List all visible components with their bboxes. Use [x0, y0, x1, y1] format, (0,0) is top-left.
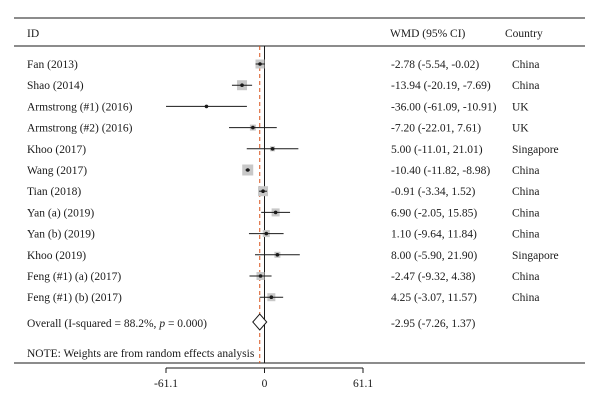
- study-id: Armstrong (#1) (2016): [27, 101, 133, 113]
- study-id: Khoo (2019): [27, 250, 86, 262]
- point-estimate: [269, 295, 274, 300]
- study-id: Khoo (2017): [27, 144, 86, 156]
- overall-label: Overall (I-squared = 88.2%, p = 0.000): [27, 318, 207, 330]
- study-row: Wang (2017) -10.40 (-11.82, -8.98) China: [27, 164, 539, 177]
- point-estimate: [251, 125, 255, 130]
- study-country: China: [512, 271, 539, 283]
- overall-label-p: p: [158, 318, 165, 330]
- study-country: China: [512, 165, 539, 177]
- study-ci-text: 5.00 (-11.01, 21.01): [391, 144, 483, 156]
- header-effect: WMD (95% CI): [390, 28, 466, 40]
- study-row: Yan (a) (2019) 6.90 (-2.05, 15.85) China: [27, 207, 539, 219]
- study-ci-text: -0.91 (-3.34, 1.52): [391, 186, 475, 198]
- point-estimate: [264, 231, 269, 236]
- study-country: China: [512, 229, 539, 241]
- study-id: Tian (2018): [27, 186, 81, 198]
- x-tick-label: 61.1: [353, 378, 373, 390]
- study-country: China: [512, 186, 539, 198]
- study-id: Fan (2013): [27, 59, 78, 71]
- study-ci-text: -2.47 (-9.32, 4.38): [391, 271, 475, 283]
- x-tick-label: 0: [262, 378, 268, 390]
- overall-label-prefix: Overall (I-squared = 88.2%,: [27, 318, 159, 330]
- header-country: Country: [505, 28, 543, 40]
- study-country: China: [512, 80, 539, 92]
- study-id: Armstrong (#2) (2016): [27, 123, 133, 135]
- study-ci-text: 6.90 (-2.05, 15.85): [391, 207, 477, 219]
- study-ci-text: 8.00 (-5.90, 21.90): [391, 250, 477, 262]
- point-estimate: [245, 168, 250, 172]
- study-ci-text: -2.78 (-5.54, -0.02): [391, 59, 479, 71]
- study-id: Yan (b) (2019): [27, 229, 95, 241]
- study-row: Yan (b) (2019) 1.10 (-9.64, 11.84) China: [27, 229, 539, 241]
- study-country: China: [512, 59, 539, 71]
- study-ci-text: 1.10 (-9.64, 11.84): [391, 229, 477, 241]
- study-id: Yan (a) (2019): [27, 207, 94, 219]
- study-id: Feng (#1) (b) (2017): [27, 292, 122, 304]
- study-id: Wang (2017): [27, 165, 87, 177]
- overall-diamond: [252, 313, 268, 331]
- x-tick-label: -61.1: [154, 378, 178, 390]
- study-row: Feng (#1) (a) (2017) -2.47 (-9.32, 4.38) C…: [27, 271, 539, 283]
- study-country: UK: [512, 123, 529, 135]
- footnote: NOTE: Weights are from random effects an…: [27, 348, 255, 360]
- study-id: Feng (#1) (a) (2017): [27, 271, 121, 283]
- study-rows: Fan (2013) -2.78 (-5.54, -0.02) ChinaShao …: [27, 59, 559, 304]
- point-estimate: [270, 147, 275, 151]
- study-id: Shao (2014): [27, 80, 84, 92]
- study-row: Khoo (2017) 5.00 (-11.01, 21.01) Singapore: [27, 144, 559, 156]
- point-estimate: [261, 189, 265, 193]
- header-id: ID: [27, 28, 39, 40]
- study-country: UK: [512, 101, 529, 113]
- study-ci-text: -36.00 (-61.09, -10.91): [391, 101, 497, 113]
- study-ci-text: 4.25 (-3.07, 11.57): [391, 292, 477, 304]
- point-estimate: [275, 253, 280, 257]
- point-estimate: [273, 210, 278, 215]
- x-axis-ticks: -61.1 0 61.1: [154, 368, 373, 390]
- study-country: China: [512, 292, 539, 304]
- overall-ci-text: -2.95 (-7.26, 1.37): [391, 318, 475, 330]
- study-row: Armstrong (#2) (2016) -7.20 (-22.01, 7.61…: [27, 123, 529, 135]
- study-country: Singapore: [512, 144, 559, 156]
- study-row: Shao (2014) -13.94 (-20.19, -7.69) China: [27, 80, 539, 92]
- study-ci-text: -10.40 (-11.82, -8.98): [391, 165, 490, 177]
- point-estimate: [258, 62, 262, 66]
- study-country: China: [512, 207, 539, 219]
- study-ci-text: -13.94 (-20.19, -7.69): [391, 80, 491, 92]
- study-row: Tian (2018) -0.91 (-3.34, 1.52) China: [27, 186, 539, 198]
- point-estimate: [240, 83, 244, 87]
- point-estimate: [204, 104, 209, 109]
- overall-label-suffix: = 0.000): [165, 318, 207, 330]
- study-row: Khoo (2019) 8.00 (-5.90, 21.90) Singapore: [27, 250, 559, 262]
- point-estimate: [258, 274, 263, 278]
- study-row: Fan (2013) -2.78 (-5.54, -0.02) China: [27, 59, 539, 71]
- study-country: Singapore: [512, 250, 559, 262]
- study-row: Feng (#1) (b) (2017) 4.25 (-3.07, 11.57) C…: [27, 292, 539, 304]
- study-row: Armstrong (#1) (2016) -36.00 (-61.09, -10…: [27, 101, 529, 113]
- study-ci-text: -7.20 (-22.01, 7.61): [391, 123, 481, 135]
